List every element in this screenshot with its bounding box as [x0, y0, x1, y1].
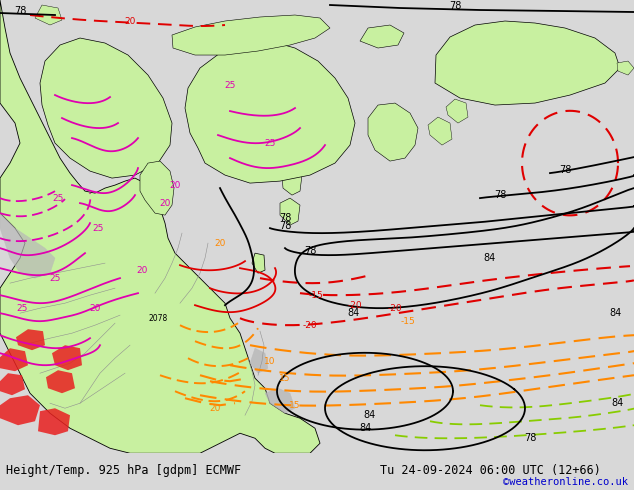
Text: 10: 10 [264, 357, 276, 366]
Polygon shape [435, 21, 620, 105]
Text: 20: 20 [214, 239, 226, 247]
Text: 25: 25 [224, 80, 236, 90]
Text: 25: 25 [49, 273, 61, 283]
Polygon shape [38, 408, 70, 435]
Polygon shape [360, 25, 404, 48]
Polygon shape [52, 345, 82, 370]
Text: 78: 78 [14, 6, 26, 16]
Polygon shape [16, 329, 45, 350]
Polygon shape [0, 0, 320, 453]
Text: -20: -20 [347, 301, 362, 310]
Text: 78: 78 [524, 433, 536, 443]
Text: 78: 78 [494, 190, 506, 200]
Text: 25: 25 [16, 304, 28, 313]
Polygon shape [617, 61, 634, 75]
Polygon shape [446, 99, 468, 123]
Polygon shape [46, 370, 75, 393]
Text: 84: 84 [609, 308, 621, 318]
Text: 20: 20 [209, 404, 221, 413]
Text: 15: 15 [289, 401, 301, 410]
Text: Height/Temp. 925 hPa [gdpm] ECMWF: Height/Temp. 925 hPa [gdpm] ECMWF [6, 464, 242, 477]
Text: 20: 20 [136, 266, 148, 275]
Polygon shape [368, 103, 418, 161]
Text: 84: 84 [364, 410, 376, 420]
Polygon shape [140, 161, 174, 215]
Polygon shape [274, 148, 291, 170]
Polygon shape [0, 213, 55, 278]
Text: 25: 25 [53, 194, 63, 202]
Text: -15: -15 [401, 317, 415, 326]
Polygon shape [250, 348, 268, 373]
Polygon shape [40, 38, 172, 178]
Polygon shape [280, 198, 300, 225]
Text: 15: 15 [279, 374, 291, 383]
Text: 78: 78 [304, 246, 316, 256]
Text: 84: 84 [359, 423, 371, 433]
Polygon shape [282, 170, 302, 195]
Text: 25: 25 [264, 139, 276, 147]
Polygon shape [0, 348, 28, 371]
Polygon shape [282, 133, 300, 153]
Polygon shape [265, 388, 295, 413]
Text: 20: 20 [159, 198, 171, 208]
Text: 78: 78 [559, 165, 571, 175]
Polygon shape [428, 117, 452, 145]
Text: 20: 20 [89, 304, 101, 313]
Text: 20: 20 [169, 181, 181, 190]
Polygon shape [0, 373, 25, 395]
Text: 84: 84 [611, 398, 623, 408]
Text: 84: 84 [347, 308, 359, 318]
Polygon shape [252, 253, 265, 273]
Text: -15: -15 [309, 291, 323, 300]
Text: -20: -20 [302, 320, 317, 330]
Text: 78: 78 [279, 213, 291, 223]
Polygon shape [35, 5, 62, 25]
Text: 2078: 2078 [148, 314, 167, 323]
Polygon shape [289, 116, 307, 138]
Text: 78: 78 [279, 221, 291, 231]
Text: ©weatheronline.co.uk: ©weatheronline.co.uk [503, 477, 628, 487]
Text: Tu 24-09-2024 06:00 UTC (12+66): Tu 24-09-2024 06:00 UTC (12+66) [380, 464, 601, 477]
Text: 25: 25 [93, 223, 104, 233]
Polygon shape [0, 395, 40, 425]
Text: -20: -20 [387, 304, 403, 313]
Text: 84: 84 [484, 253, 496, 263]
Text: 78: 78 [449, 1, 461, 11]
Text: 20: 20 [124, 17, 136, 25]
Polygon shape [185, 41, 355, 183]
Polygon shape [172, 15, 330, 55]
